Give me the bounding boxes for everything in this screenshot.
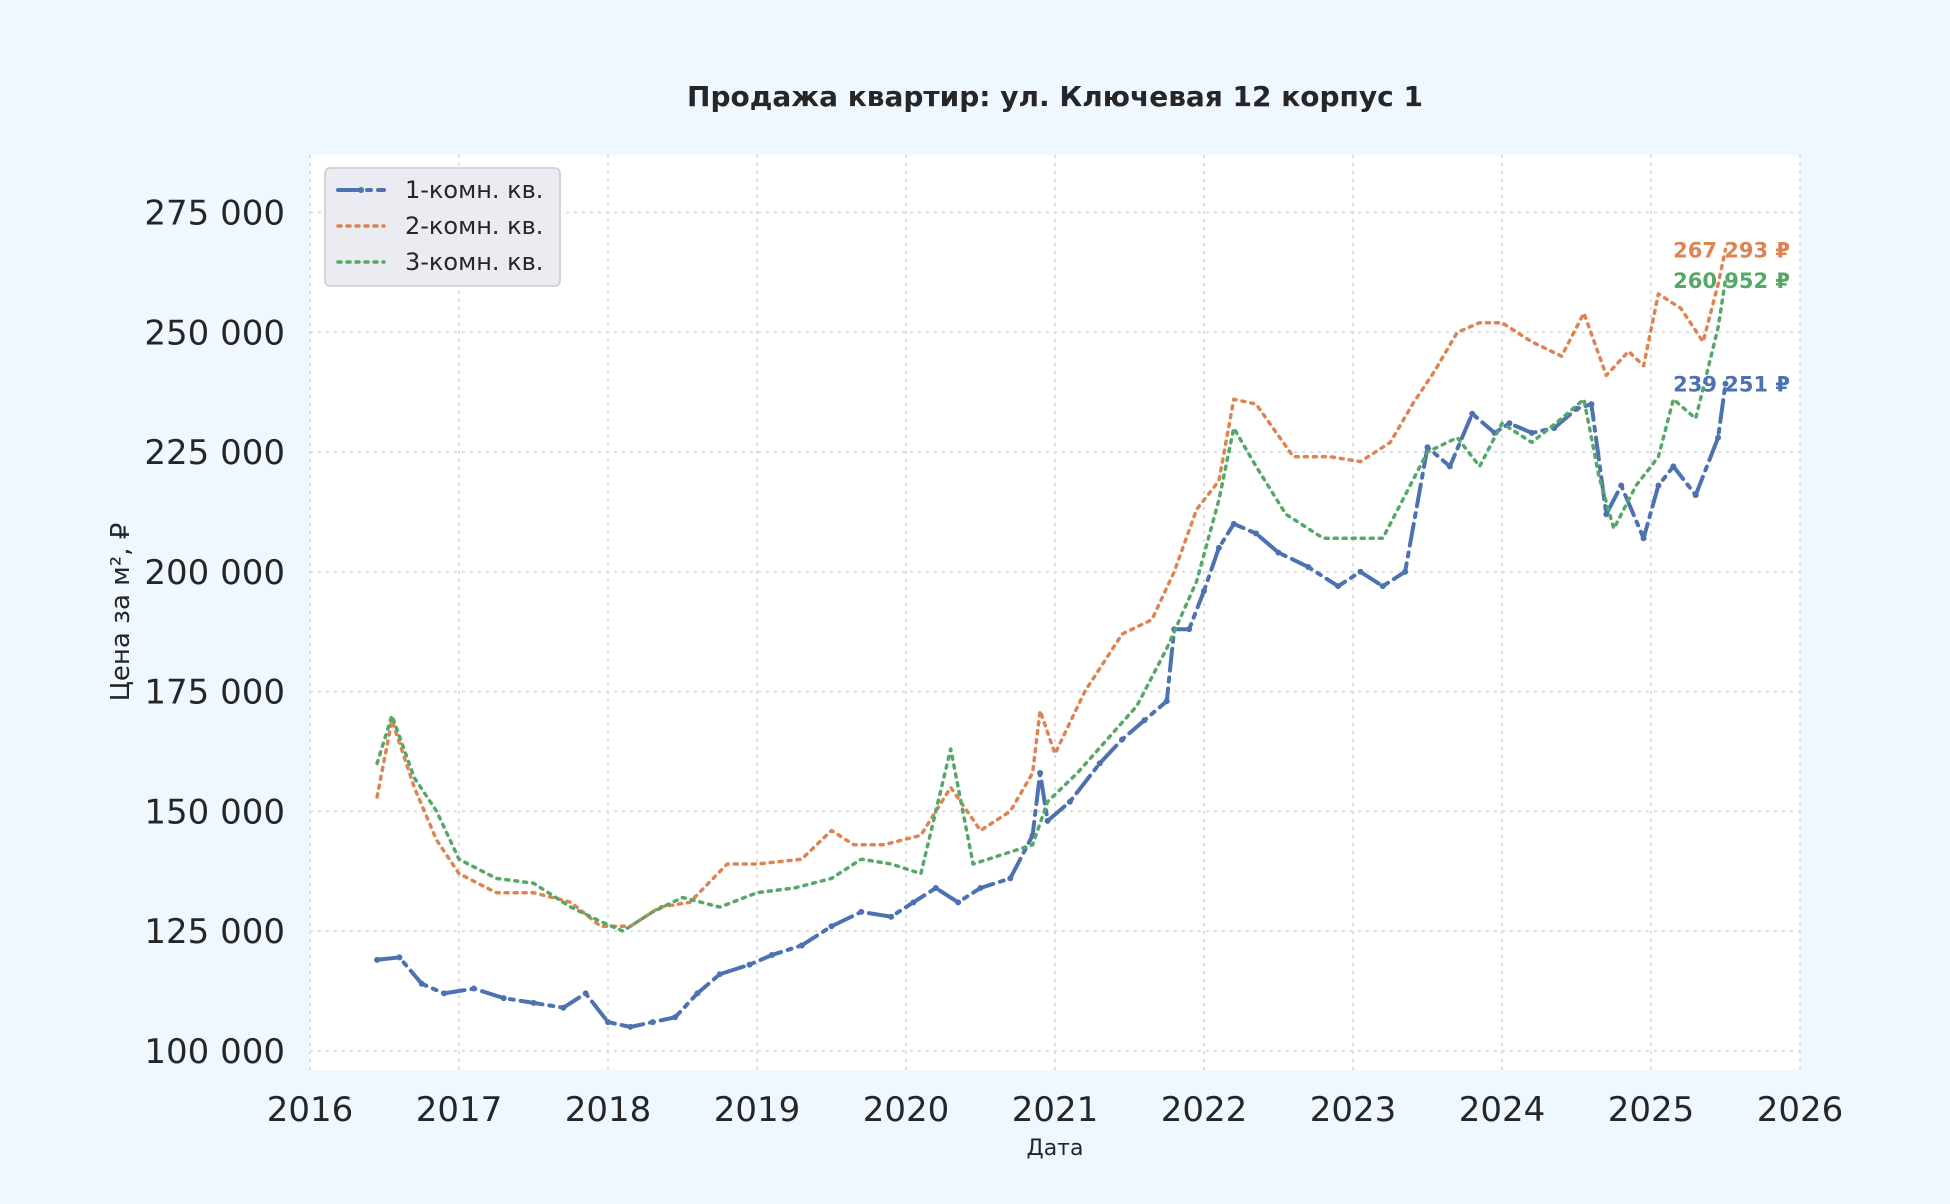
series-point-1: [1357, 568, 1364, 575]
series-point-1: [1007, 875, 1014, 882]
series-point-1: [605, 1019, 611, 1026]
series-point-1: [530, 999, 537, 1006]
x-tick-label: 2017: [416, 1090, 503, 1130]
x-tick-label: 2020: [863, 1090, 950, 1130]
series-point-1: [1715, 434, 1722, 441]
series-point-1: [1275, 549, 1282, 556]
series-point-1: [374, 956, 381, 963]
series-point-1: [888, 913, 895, 920]
series-point-1: [1037, 769, 1044, 776]
series-lines: [374, 247, 1729, 1030]
series-point-1: [560, 1004, 567, 1011]
series-line-2: [375, 247, 1728, 929]
series-point-1: [1692, 492, 1699, 499]
series-point-1: [627, 1023, 634, 1030]
series-point-1: [1603, 511, 1610, 518]
series-point-1: [1506, 420, 1513, 427]
series-point-1: [1253, 530, 1260, 537]
series-point-1: [768, 952, 775, 959]
series-point-1: [1335, 583, 1342, 590]
series-point-1: [932, 884, 939, 891]
series-point-1: [977, 884, 984, 891]
x-tick-label: 2024: [1459, 1090, 1546, 1130]
last-value-label-1: 239 251 ₽: [1673, 373, 1790, 397]
series-point-1: [955, 899, 962, 906]
legend-frame: [324, 167, 561, 287]
series-point-1: [858, 908, 865, 915]
x-tick-label: 2023: [1310, 1090, 1397, 1130]
legend: 1-комн. кв. 2-комн. кв. 3-комн. кв.: [324, 167, 561, 287]
x-tick-label: 2019: [714, 1090, 801, 1130]
series-point-1: [441, 990, 448, 997]
series-point-1: [716, 971, 723, 978]
series-point-1: [746, 961, 753, 968]
series-point-1: [1588, 401, 1595, 408]
legend-label-1: 1-комн. кв.: [405, 176, 543, 204]
series-line-3: [375, 278, 1728, 933]
series-point-1: [798, 942, 805, 949]
series-point-1: [1469, 410, 1476, 417]
x-tick-label: 2016: [267, 1090, 354, 1130]
series-point-1: [828, 923, 835, 930]
series-point-1: [1424, 444, 1431, 451]
series-point-1: [1618, 482, 1625, 489]
last-value-label-2: 267 293 ₽: [1673, 238, 1790, 262]
legend-marker-1: [358, 187, 364, 193]
grid: [309, 155, 1801, 1070]
series-point-1: [1640, 535, 1647, 542]
series-point-1: [1670, 463, 1677, 470]
series-point-1: [582, 990, 589, 997]
y-tick-label: 175 000: [144, 673, 285, 713]
series-point-1: [1215, 544, 1222, 551]
y-tick-label: 225 000: [144, 433, 285, 473]
series-point-1: [672, 1014, 679, 1021]
x-tick-label: 2022: [1161, 1090, 1248, 1130]
series-point-1: [396, 954, 403, 961]
series-point-1: [1305, 563, 1312, 570]
y-tick-label: 125 000: [144, 912, 285, 952]
series-point-1: [1722, 380, 1729, 387]
series-point-1: [418, 980, 425, 987]
x-tick-label: 2026: [1757, 1090, 1844, 1130]
series-point-1: [1119, 736, 1126, 743]
series-point-1: [694, 990, 701, 997]
last-value-label-3: 260 952 ₽: [1673, 269, 1790, 293]
y-tick-label: 250 000: [144, 313, 285, 353]
series-point-1: [500, 995, 507, 1002]
y-tick-label: 275 000: [144, 193, 285, 233]
series-point-1: [910, 899, 917, 906]
series-point-1: [1186, 626, 1193, 633]
chart-title: Продажа квартир: ул. Ключевая 12 корпус …: [687, 80, 1423, 113]
y-axis-label: Цена за м², ₽: [106, 523, 136, 702]
series-point-1: [1066, 798, 1073, 805]
y-tick-label: 200 000: [144, 553, 285, 593]
axes: 2016 2017 2018 2019 2020 2021 2022 2023 2024 2025…: [144, 193, 1843, 1130]
series-point-1: [1141, 717, 1148, 724]
series-point-1: [1096, 760, 1103, 767]
legend-label-2: 2-комн. кв.: [405, 212, 543, 240]
x-tick-label: 2018: [565, 1090, 652, 1130]
series-point-1: [1402, 568, 1409, 575]
y-tick-label: 100 000: [144, 1032, 285, 1072]
y-tick-label: 150 000: [144, 792, 285, 832]
legend-label-3: 3-комн. кв.: [405, 248, 543, 276]
series-point-1: [1230, 520, 1237, 527]
last-value-labels: 239 251 ₽ 267 293 ₽ 260 952 ₽: [1673, 238, 1790, 396]
series-point-1: [1379, 583, 1386, 590]
x-axis-label: Дата: [1027, 1136, 1084, 1161]
series-point-1: [649, 1019, 656, 1026]
series-point-1: [1044, 817, 1051, 824]
series-point-1: [1655, 482, 1662, 489]
series-point-1: [1446, 463, 1453, 470]
series-point-1: [1163, 698, 1170, 705]
x-tick-label: 2025: [1608, 1090, 1695, 1130]
x-tick-label: 2021: [1012, 1090, 1099, 1130]
series-point-1: [1201, 587, 1207, 594]
series-point-1: [470, 985, 477, 992]
series-point-1: [1528, 429, 1535, 436]
